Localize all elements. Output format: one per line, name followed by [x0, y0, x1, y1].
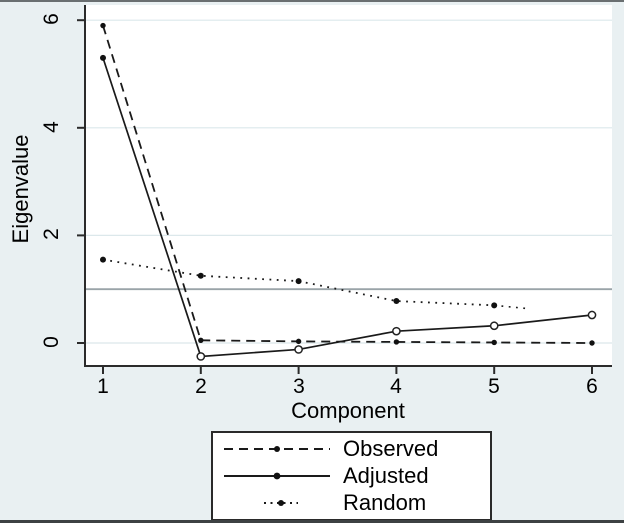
series-observed-marker [100, 22, 106, 29]
plot-area [85, 5, 612, 366]
x-tick-label: 2 [195, 375, 207, 398]
series-observed-marker [393, 339, 400, 345]
y-tick-label: 2 [40, 228, 63, 240]
series-adjusted-marker [587, 310, 597, 320]
legend-row-random: Random [213, 490, 490, 517]
series-random-line [102, 258, 495, 307]
series-random-marker [197, 272, 204, 279]
legend-label-observed: Observed [343, 435, 439, 461]
series-random-marker [295, 278, 302, 285]
x-tick-label: 6 [586, 375, 598, 398]
y-axis-title: Eigenvalue [8, 134, 33, 244]
series-random-marker [393, 298, 400, 305]
series-adjusted-line [102, 57, 593, 358]
series-adjusted-marker [196, 352, 206, 361]
y-tick-label: 4 [40, 121, 63, 133]
x-tick-label: 5 [488, 375, 500, 398]
solid-line-icon [224, 472, 330, 480]
dotted-line-icon [264, 500, 298, 507]
series-observed-line [102, 25, 593, 344]
legend-row-adjusted: Adjusted [213, 462, 490, 489]
x-axis-title: Component [291, 398, 405, 423]
y-tick-label: 6 [40, 13, 63, 25]
x-tick-label: 3 [293, 375, 305, 398]
series-adjusted-marker [100, 54, 106, 61]
legend: Observed Adjusted Random [211, 431, 492, 520]
x-tick-label: 4 [390, 375, 402, 398]
series-adjusted-marker [294, 345, 303, 354]
series-observed-marker [295, 338, 302, 345]
series-observed-marker [491, 339, 497, 346]
series-random-marker [491, 302, 498, 309]
legend-label-adjusted: Adjusted [343, 462, 429, 488]
series-observed-marker [589, 340, 595, 346]
series-observed-marker [198, 337, 204, 344]
series-adjusted-marker [392, 326, 401, 336]
y-tick-label: 0 [40, 336, 63, 348]
x-tick-label: 1 [97, 375, 109, 398]
series-random-marker [100, 256, 106, 263]
legend-row-observed: Observed [213, 435, 490, 462]
legend-label-random: Random [343, 490, 427, 516]
series-adjusted-marker [489, 321, 499, 331]
dashed-line-icon [224, 445, 330, 452]
